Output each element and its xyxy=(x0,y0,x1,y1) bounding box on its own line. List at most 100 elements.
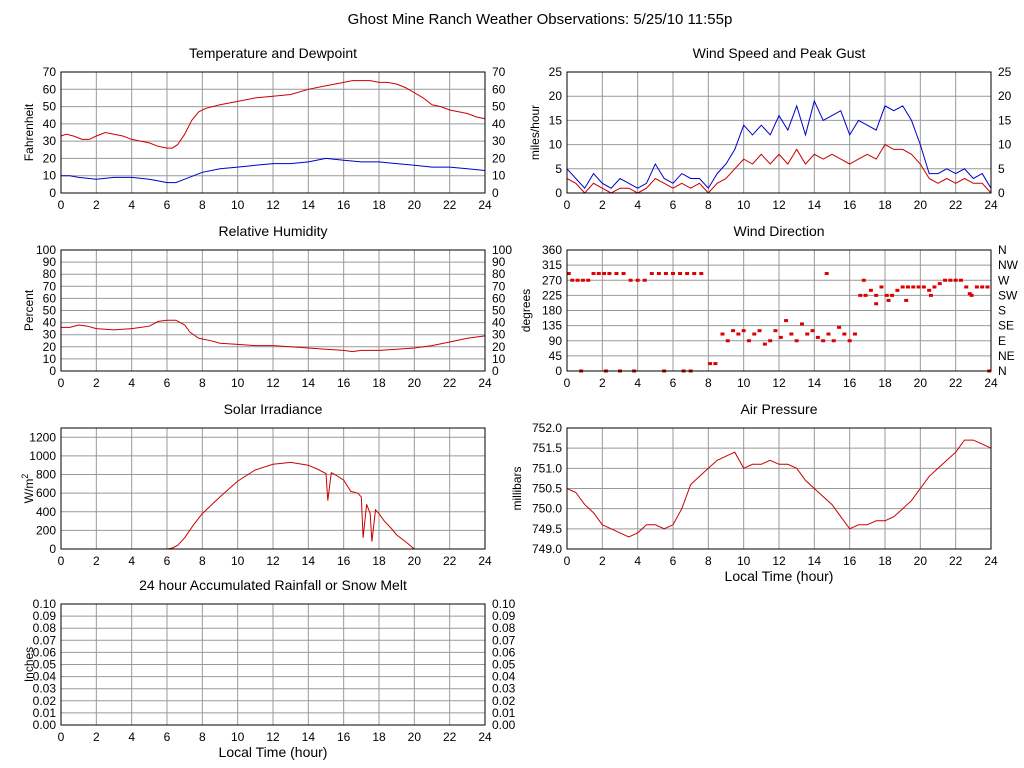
x-tick-label: 0 xyxy=(564,554,571,568)
data-point xyxy=(805,332,810,336)
y-tick-label-right: 70 xyxy=(492,279,506,293)
y-tick-label: 750.0 xyxy=(532,502,562,516)
x-tick-label: 6 xyxy=(164,198,171,212)
y-tick-label-right: 60 xyxy=(492,82,506,96)
x-tick-label: 6 xyxy=(164,376,171,390)
data-point xyxy=(768,339,773,343)
y-tick-label: 800 xyxy=(36,468,56,482)
x-tick-label: 12 xyxy=(772,376,786,390)
y-tick-label: 0 xyxy=(555,364,562,378)
data-point xyxy=(575,278,580,282)
y-tick-label: 0.04 xyxy=(33,670,57,684)
y-tick-label: 70 xyxy=(43,279,57,293)
y-tick-label-right: 0.05 xyxy=(492,658,516,672)
data-point xyxy=(580,278,585,282)
y-tick-label-right: 100 xyxy=(492,243,512,257)
x-axis-label: Local Time (hour) xyxy=(219,744,328,760)
x-tick-label: 6 xyxy=(164,730,171,744)
x-tick-label: 18 xyxy=(372,198,386,212)
y-tick-label: 749.5 xyxy=(532,522,562,536)
x-tick-label: 4 xyxy=(128,198,135,212)
x-tick-label: 24 xyxy=(478,376,492,390)
data-point xyxy=(815,335,820,339)
x-tick-label: 8 xyxy=(705,554,712,568)
x-tick-label: 22 xyxy=(443,554,457,568)
x-tick-label: 8 xyxy=(199,198,206,212)
y-tick-label-right: 0.04 xyxy=(492,670,516,684)
x-tick-label: 0 xyxy=(564,198,571,212)
y-tick-label: 0 xyxy=(555,186,562,200)
x-tick-label: 20 xyxy=(408,376,422,390)
data-point xyxy=(642,278,647,282)
x-tick-label: 20 xyxy=(914,198,928,212)
y-tick-label-right: 0.10 xyxy=(492,597,516,611)
data-point xyxy=(948,278,953,282)
y-tick-label: 45 xyxy=(549,349,563,363)
y-tick-label: 751.5 xyxy=(532,441,562,455)
y-tick-label: 100 xyxy=(36,243,56,257)
y-tick-label: 20 xyxy=(549,89,563,103)
x-tick-label: 20 xyxy=(408,198,422,212)
y-tick-label-right: 80 xyxy=(492,267,506,281)
y-tick-label: 270 xyxy=(542,273,562,287)
data-point xyxy=(831,339,836,343)
data-point xyxy=(725,339,730,343)
y-tick-label-right: 0 xyxy=(998,186,1005,200)
x-tick-label: 6 xyxy=(670,376,677,390)
data-point xyxy=(692,272,697,276)
x-tick-label: 14 xyxy=(302,730,316,744)
x-tick-label: 14 xyxy=(302,376,316,390)
page-title: Ghost Mine Ranch Weather Observations: 5… xyxy=(348,11,733,28)
x-tick-label: 10 xyxy=(231,376,245,390)
data-point xyxy=(890,293,895,297)
x-tick-label: 18 xyxy=(878,198,892,212)
series-line-dewpoint xyxy=(61,157,486,184)
y-tick-label: 80 xyxy=(43,267,57,281)
data-point xyxy=(985,285,990,289)
y-tick-label: 0 xyxy=(49,542,56,556)
data-point xyxy=(713,362,718,366)
x-tick-label: 6 xyxy=(670,198,677,212)
data-point xyxy=(884,293,889,297)
y-tick-label-right: 30 xyxy=(492,134,506,148)
x-tick-label: 12 xyxy=(266,376,280,390)
data-point xyxy=(810,329,815,333)
superscript: 2 xyxy=(20,474,30,479)
chart-title: Air Pressure xyxy=(740,401,817,417)
x-tick-label: 4 xyxy=(128,730,135,744)
data-point xyxy=(746,339,751,343)
x-tick-label: 8 xyxy=(199,376,206,390)
compass-label: E xyxy=(998,334,1006,348)
y-axis-label: miles/hour xyxy=(528,105,542,160)
x-tick-label: 4 xyxy=(634,376,641,390)
y-tick-label: 360 xyxy=(542,243,562,257)
x-tick-label: 22 xyxy=(949,376,963,390)
plot-frame xyxy=(60,427,486,550)
y-tick-label-right: 10 xyxy=(998,138,1012,152)
x-tick-label: 18 xyxy=(372,376,386,390)
y-tick-label: 20 xyxy=(43,151,57,165)
data-point xyxy=(858,293,863,297)
y-tick-label-right: 20 xyxy=(998,89,1012,103)
x-tick-label: 18 xyxy=(878,554,892,568)
x-axis-label: Local Time (hour) xyxy=(725,568,834,584)
data-point xyxy=(596,272,601,276)
x-tick-label: 6 xyxy=(164,554,171,568)
data-point xyxy=(874,293,879,297)
data-point xyxy=(649,272,654,276)
y-axis-label: Percent xyxy=(22,289,36,331)
x-tick-label: 8 xyxy=(705,198,712,212)
compass-label: SE xyxy=(998,319,1014,333)
x-tick-label: 22 xyxy=(949,198,963,212)
data-point xyxy=(895,288,900,292)
y-tick-label: 60 xyxy=(43,291,57,305)
compass-label: N xyxy=(998,243,1007,257)
data-point xyxy=(863,293,868,297)
y-tick-label: 600 xyxy=(36,486,56,500)
x-tick-label: 12 xyxy=(266,198,280,212)
data-point xyxy=(904,298,909,302)
x-tick-label: 12 xyxy=(266,730,280,744)
y-tick-label: 180 xyxy=(542,304,562,318)
